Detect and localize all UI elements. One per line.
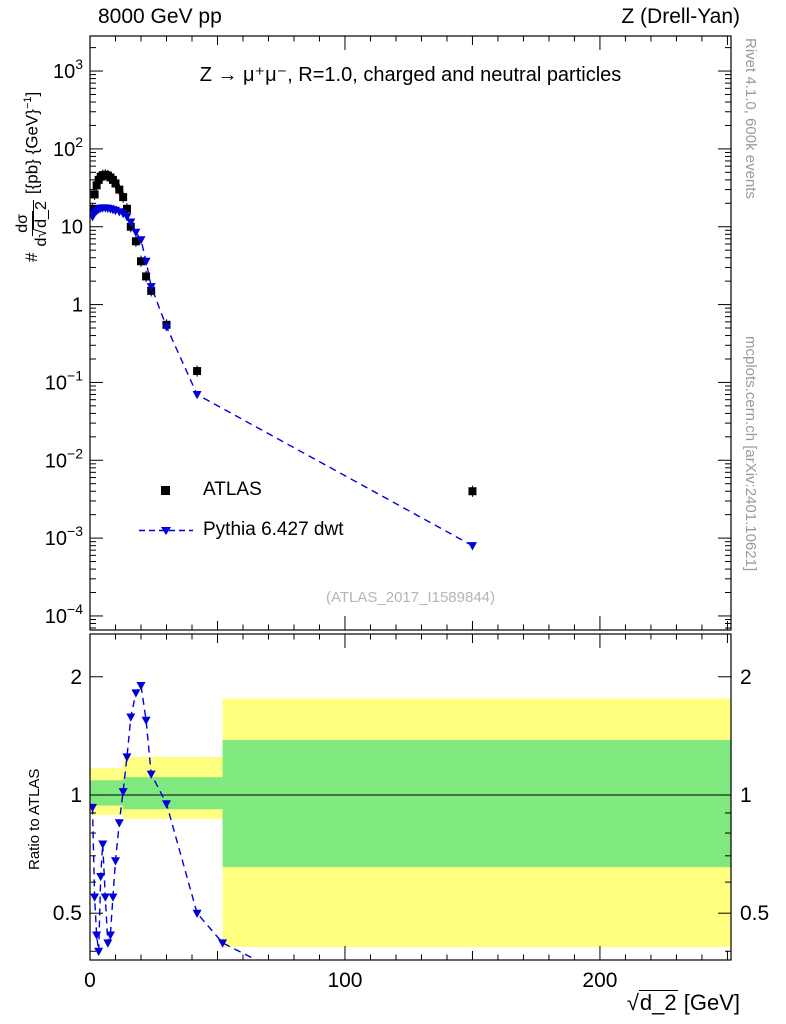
svg-text:1: 1 (740, 784, 752, 807)
svg-text:0.5: 0.5 (53, 902, 82, 925)
legend-item-pythia: Pythia 6.427 dwt (138, 516, 343, 544)
svg-text:102: 102 (53, 134, 83, 161)
svg-text:2: 2 (70, 666, 82, 689)
analysis-id-watermark: (ATLAS_2017_I1589844) (325, 589, 495, 606)
svg-text:0.5: 0.5 (740, 902, 769, 925)
legend-item-atlas: ATLAS (138, 476, 343, 504)
x-axis-label: √d_2 [GeV] (626, 990, 740, 1015)
svg-text:200: 200 (582, 969, 617, 992)
svg-text:0: 0 (84, 969, 96, 992)
svg-text:10−3: 10−3 (45, 523, 83, 550)
legend: ATLAS Pythia 6.427 dwt (138, 476, 343, 556)
y-label-fraction: dσ d√d_2 (14, 200, 51, 247)
y-label-prefix: # (22, 252, 42, 262)
atlas-marker-icon (161, 485, 170, 495)
rivet-version-note: Rivet 4.1.0, 600k events (742, 38, 759, 199)
svg-text:10−2: 10−2 (45, 445, 83, 472)
main-y-axis-label: # dσ d√d_2 [{pb} {GeV}−1] (14, 92, 51, 262)
plot-title: Z → μ⁺μ⁻, R=1.0, charged and neutral par… (199, 64, 622, 86)
mcplots-arxiv-note: mcplots.cern.ch [arXiv:2401.10621] (742, 336, 759, 572)
ratio-y-axis-label: Ratio to ATLAS (26, 768, 43, 870)
svg-text:2: 2 (740, 666, 752, 689)
svg-text:10−4: 10−4 (45, 601, 83, 628)
legend-label-pythia: Pythia 6.427 dwt (203, 519, 344, 540)
svg-text:103: 103 (53, 56, 83, 83)
beam-energy-label: 8000 GeV pp (98, 5, 222, 28)
svg-text:100: 100 (327, 969, 362, 992)
svg-text:10: 10 (61, 217, 83, 239)
pythia-marker-icon (139, 526, 193, 535)
process-label: Z (Drell-Yan) (621, 5, 740, 28)
legend-label-atlas: ATLAS (203, 479, 262, 500)
svg-text:10−1: 10−1 (45, 367, 83, 394)
y-label-numerator: dσ (14, 210, 33, 236)
svg-text:1: 1 (72, 295, 83, 317)
y-label-units: [{pb} {GeV}−1] (22, 91, 42, 195)
svg-text:1: 1 (70, 784, 82, 807)
y-label-denominator: d√d_2 (32, 200, 51, 247)
